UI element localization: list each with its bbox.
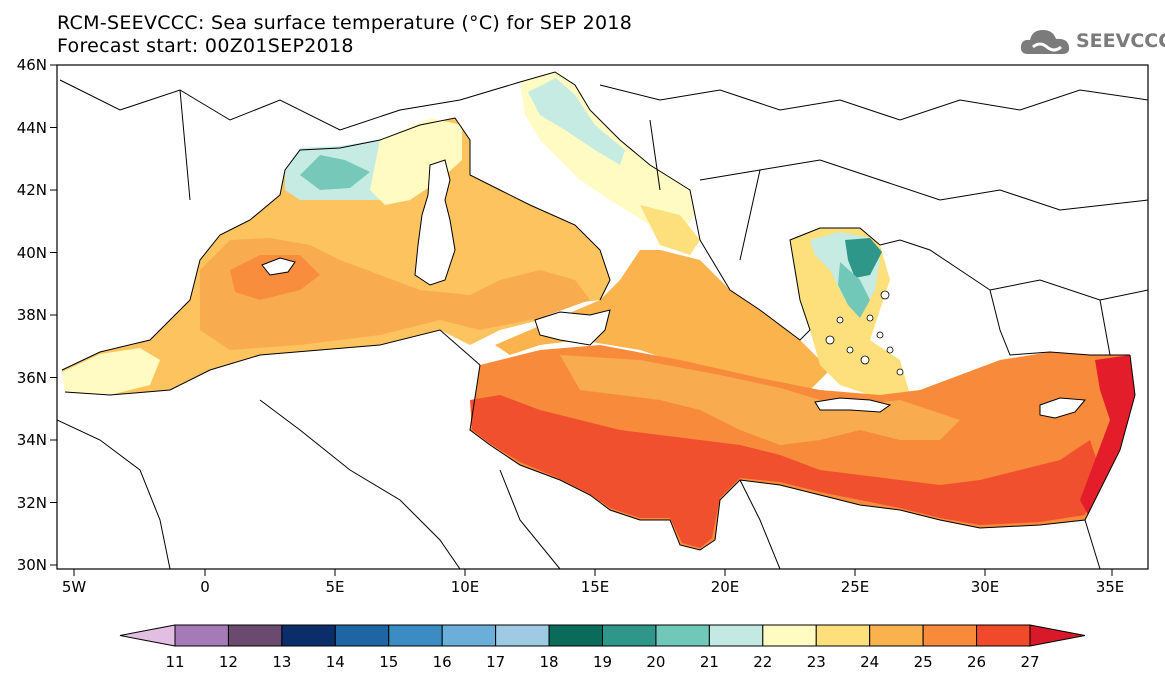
- sicily: [534, 309, 611, 346]
- crete: [814, 397, 892, 413]
- north-adriatic-cool: [528, 78, 625, 165]
- colorbar-level-label: 15: [379, 653, 398, 671]
- colorbar-box: [441, 624, 497, 647]
- alboran-pale: [62, 348, 160, 395]
- libyan-sea-hot: [470, 395, 1100, 548]
- colorbar-level-label: 18: [540, 653, 559, 671]
- lon-label: 20E: [711, 578, 740, 596]
- title-line-2: Forecast start: 00Z01SEP2018: [57, 35, 354, 57]
- colorbar: 11 12 13 14 15 16 17 18 19 20 21 22 23 24 25 26 27: [119, 624, 1086, 671]
- colorbar-box: [334, 624, 390, 647]
- levant-hottest: [1080, 355, 1135, 515]
- colorbar-labels: 11 12 13 14 15 16 17 18 19 20 21 22 23 24 25 26 27: [165, 653, 1039, 671]
- lat-label: 38N: [17, 306, 47, 324]
- colorbar-high-arrow: [1029, 624, 1086, 647]
- colorbar-level-label: 21: [700, 653, 719, 671]
- balearic-warm: [230, 255, 320, 300]
- colorbar-box: [655, 624, 710, 647]
- longitude-axis: [73, 569, 1113, 576]
- colorbar-box: [281, 624, 336, 647]
- sst-map: 46N 44N 42N 40N 38N 36N 34N 32N 30N 5W 0…: [17, 56, 1149, 596]
- colorbar-level-label: 13: [272, 653, 291, 671]
- colorbar-level-label: 11: [165, 653, 184, 671]
- aegean-teal: [838, 262, 870, 318]
- corsica-sardinia: [414, 159, 456, 286]
- lat-label: 44N: [17, 119, 47, 137]
- colorbar-box: [708, 624, 764, 647]
- colorbar-box: [976, 624, 1031, 647]
- latitude-labels: 46N 44N 42N 40N 38N 36N 34N 32N 30N: [17, 56, 47, 574]
- aegean-sea: [790, 228, 910, 395]
- central-med-warm: [560, 355, 960, 445]
- lon-label: 5E: [325, 578, 344, 596]
- gulf-of-lion-cold: [300, 155, 370, 190]
- colorbar-level-label: 16: [433, 653, 452, 671]
- coastlines: [57, 71, 1148, 569]
- colorbar-box: [174, 624, 229, 647]
- colorbar-level-label: 19: [593, 653, 612, 671]
- lat-label: 30N: [17, 556, 47, 574]
- lon-label: 5W: [62, 578, 87, 596]
- colorbar-box: [922, 624, 978, 647]
- colorbar-low-arrow: [119, 624, 176, 647]
- lat-label: 34N: [17, 431, 47, 449]
- colorbar-level-label: 14: [326, 653, 345, 671]
- longitude-labels: 5W 0 5E 10E 15E 20E 25E 30E 35E: [62, 578, 1124, 596]
- lon-label: 25E: [841, 578, 870, 596]
- colorbar-box: [227, 624, 283, 647]
- colorbar-box: [602, 624, 657, 647]
- lat-label: 46N: [17, 56, 47, 74]
- north-aegean-cold: [845, 238, 882, 278]
- lon-label: 35E: [1096, 578, 1125, 596]
- colorbar-box: [815, 624, 871, 647]
- colorbar-level-label: 25: [914, 653, 933, 671]
- map-frame: [56, 64, 1149, 570]
- colorbar-box: [762, 624, 817, 647]
- colorbar-level-label: 17: [486, 653, 505, 671]
- ionian-sea: [495, 250, 830, 390]
- lat-label: 36N: [17, 369, 47, 387]
- colorbar-box: [869, 624, 924, 647]
- title-line-1: RCM-SEEVCCC: Sea surface temperature (°C…: [57, 12, 633, 34]
- colorbar-level-label: 22: [753, 653, 772, 671]
- colorbar-level-label: 24: [860, 653, 879, 671]
- colorbar-box: [548, 624, 603, 647]
- cyprus: [1039, 397, 1087, 419]
- colorbar-boxes: [119, 624, 1086, 647]
- lon-label: 15E: [581, 578, 610, 596]
- lon-label: 10E: [451, 578, 480, 596]
- seevccc-logo: SEEVCCC: [1018, 24, 1165, 60]
- lat-label: 32N: [17, 494, 47, 512]
- colorbar-box: [495, 624, 550, 647]
- lon-label: 30E: [971, 578, 1000, 596]
- lat-label: 40N: [17, 244, 47, 262]
- lat-label: 42N: [17, 181, 47, 199]
- mallorca: [261, 257, 296, 276]
- colorbar-box: [388, 624, 443, 647]
- colorbar-level-label: 27: [1020, 653, 1039, 671]
- logo-text: SEEVCCC: [1076, 30, 1165, 52]
- cloud-logo-icon: [1020, 30, 1070, 54]
- aegean-islands: [825, 290, 904, 376]
- colorbar-level-label: 26: [967, 653, 986, 671]
- latitude-axis: [50, 64, 57, 566]
- south-adriatic-warm: [640, 205, 700, 255]
- ligurian-pale: [370, 118, 462, 205]
- colorbar-level-label: 12: [219, 653, 238, 671]
- colorbar-level-label: 20: [646, 653, 665, 671]
- colorbar-level-label: 23: [807, 653, 826, 671]
- lon-label: 0: [200, 578, 210, 596]
